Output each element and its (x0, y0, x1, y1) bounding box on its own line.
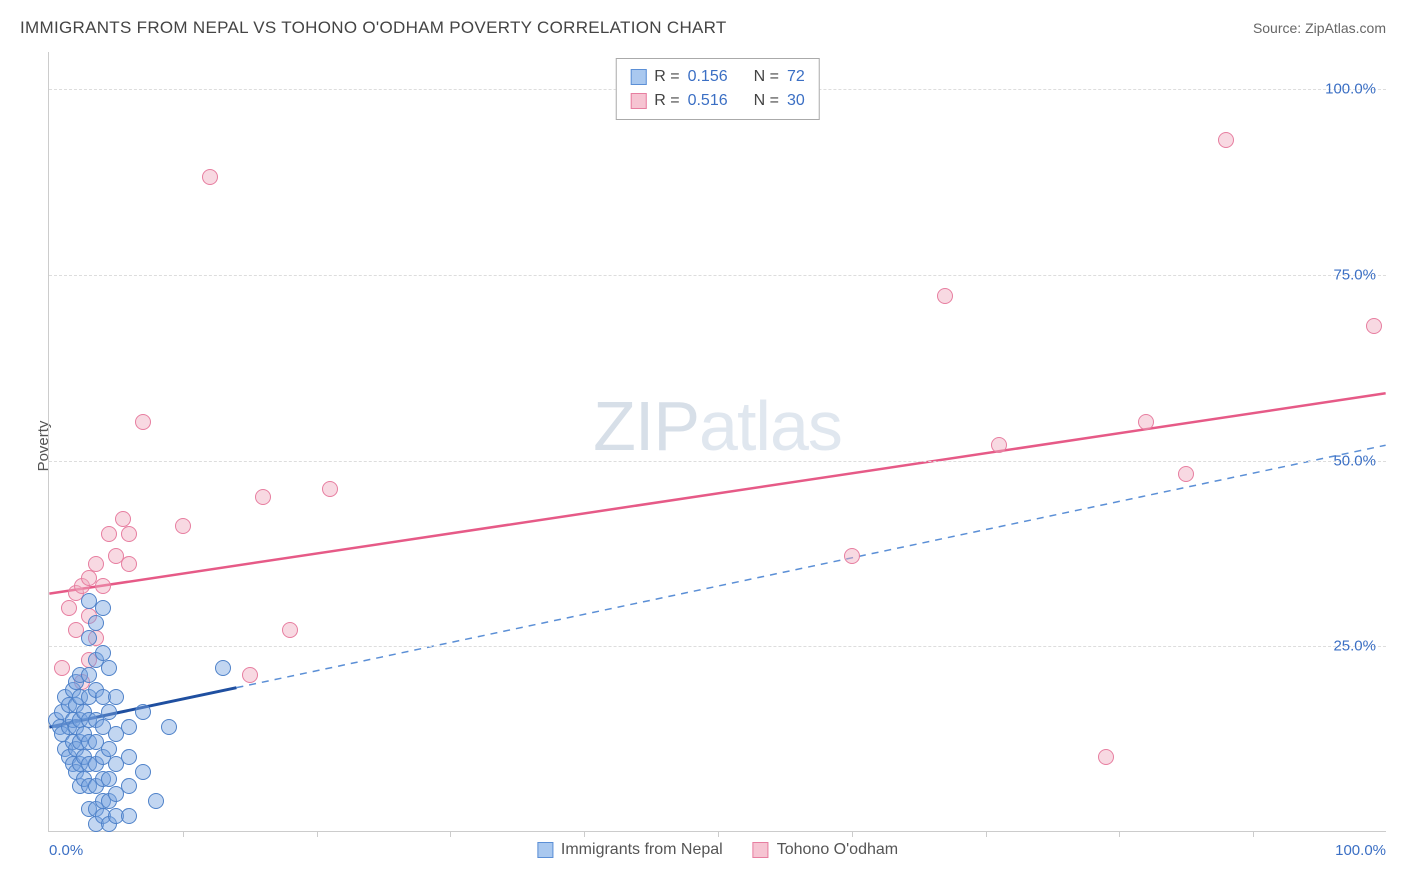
legend-row: R =0.156N =72 (630, 65, 805, 89)
x-tick-label: 100.0% (1335, 842, 1386, 859)
tohono-point (1366, 318, 1382, 334)
tohono-point (88, 556, 104, 572)
x-tick (852, 831, 853, 837)
nepal-point (148, 793, 164, 809)
tohono-point (937, 288, 953, 304)
tohono-point (242, 667, 258, 683)
nepal-point (121, 749, 137, 765)
nepal-point (95, 600, 111, 616)
tohono-point (95, 578, 111, 594)
nepal-point (88, 615, 104, 631)
nepal-point (215, 660, 231, 676)
legend-swatch (630, 93, 646, 109)
x-tick (1119, 831, 1120, 837)
nepal-point (121, 778, 137, 794)
x-tick (718, 831, 719, 837)
legend-item: Tohono O'odham (753, 841, 898, 859)
tohono-point (1218, 132, 1234, 148)
tohono-point (202, 169, 218, 185)
nepal-point (135, 764, 151, 780)
x-tick (584, 831, 585, 837)
y-tick-label: 50.0% (1333, 452, 1376, 469)
nepal-point (121, 808, 137, 824)
tohono-point (844, 548, 860, 564)
nepal-point (101, 741, 117, 757)
tohono-point (991, 437, 1007, 453)
legend-row: R =0.516N =30 (630, 89, 805, 113)
y-tick-label: 75.0% (1333, 266, 1376, 283)
nepal-point (81, 630, 97, 646)
watermark: ZIPatlas (593, 386, 842, 466)
scatter-plot: ZIPatlas R =0.156N =72R =0.516N =30 Immi… (48, 52, 1386, 832)
nepal-point (101, 771, 117, 787)
legend-swatch (630, 69, 646, 85)
chart-title: IMMIGRANTS FROM NEPAL VS TOHONO O'ODHAM … (20, 18, 727, 38)
trend-lines (49, 52, 1386, 831)
nepal-point (81, 667, 97, 683)
x-tick (317, 831, 318, 837)
nepal-point (95, 645, 111, 661)
nepal-point (161, 719, 177, 735)
gridline (49, 275, 1386, 276)
tohono-point (101, 526, 117, 542)
x-tick (1253, 831, 1254, 837)
tohono-point (61, 600, 77, 616)
tohono-point (135, 414, 151, 430)
legend-swatch (537, 842, 553, 858)
x-tick (450, 831, 451, 837)
tohono-point (115, 511, 131, 527)
y-tick-label: 25.0% (1333, 638, 1376, 655)
nepal-point (108, 689, 124, 705)
nepal-point (101, 704, 117, 720)
x-tick (986, 831, 987, 837)
tohono-point (121, 526, 137, 542)
tohono-point (1178, 466, 1194, 482)
legend-swatch (753, 842, 769, 858)
correlation-legend: R =0.156N =72R =0.516N =30 (615, 58, 820, 120)
series-legend: Immigrants from Nepal Tohono O'odham (537, 841, 898, 859)
legend-item: Immigrants from Nepal (537, 841, 723, 859)
tohono-point (1138, 414, 1154, 430)
tohono-point (322, 481, 338, 497)
tohono-point (175, 518, 191, 534)
tohono-point (121, 556, 137, 572)
source-attribution: Source: ZipAtlas.com (1253, 20, 1386, 36)
tohono-point (255, 489, 271, 505)
y-tick-label: 100.0% (1325, 81, 1376, 98)
tohono-point (1098, 749, 1114, 765)
nepal-point (135, 704, 151, 720)
tohono-point (282, 622, 298, 638)
gridline (49, 461, 1386, 462)
x-tick (183, 831, 184, 837)
nepal-point (121, 719, 137, 735)
x-tick-label: 0.0% (49, 842, 83, 859)
tohono-point (54, 660, 70, 676)
nepal-point (101, 660, 117, 676)
gridline (49, 646, 1386, 647)
